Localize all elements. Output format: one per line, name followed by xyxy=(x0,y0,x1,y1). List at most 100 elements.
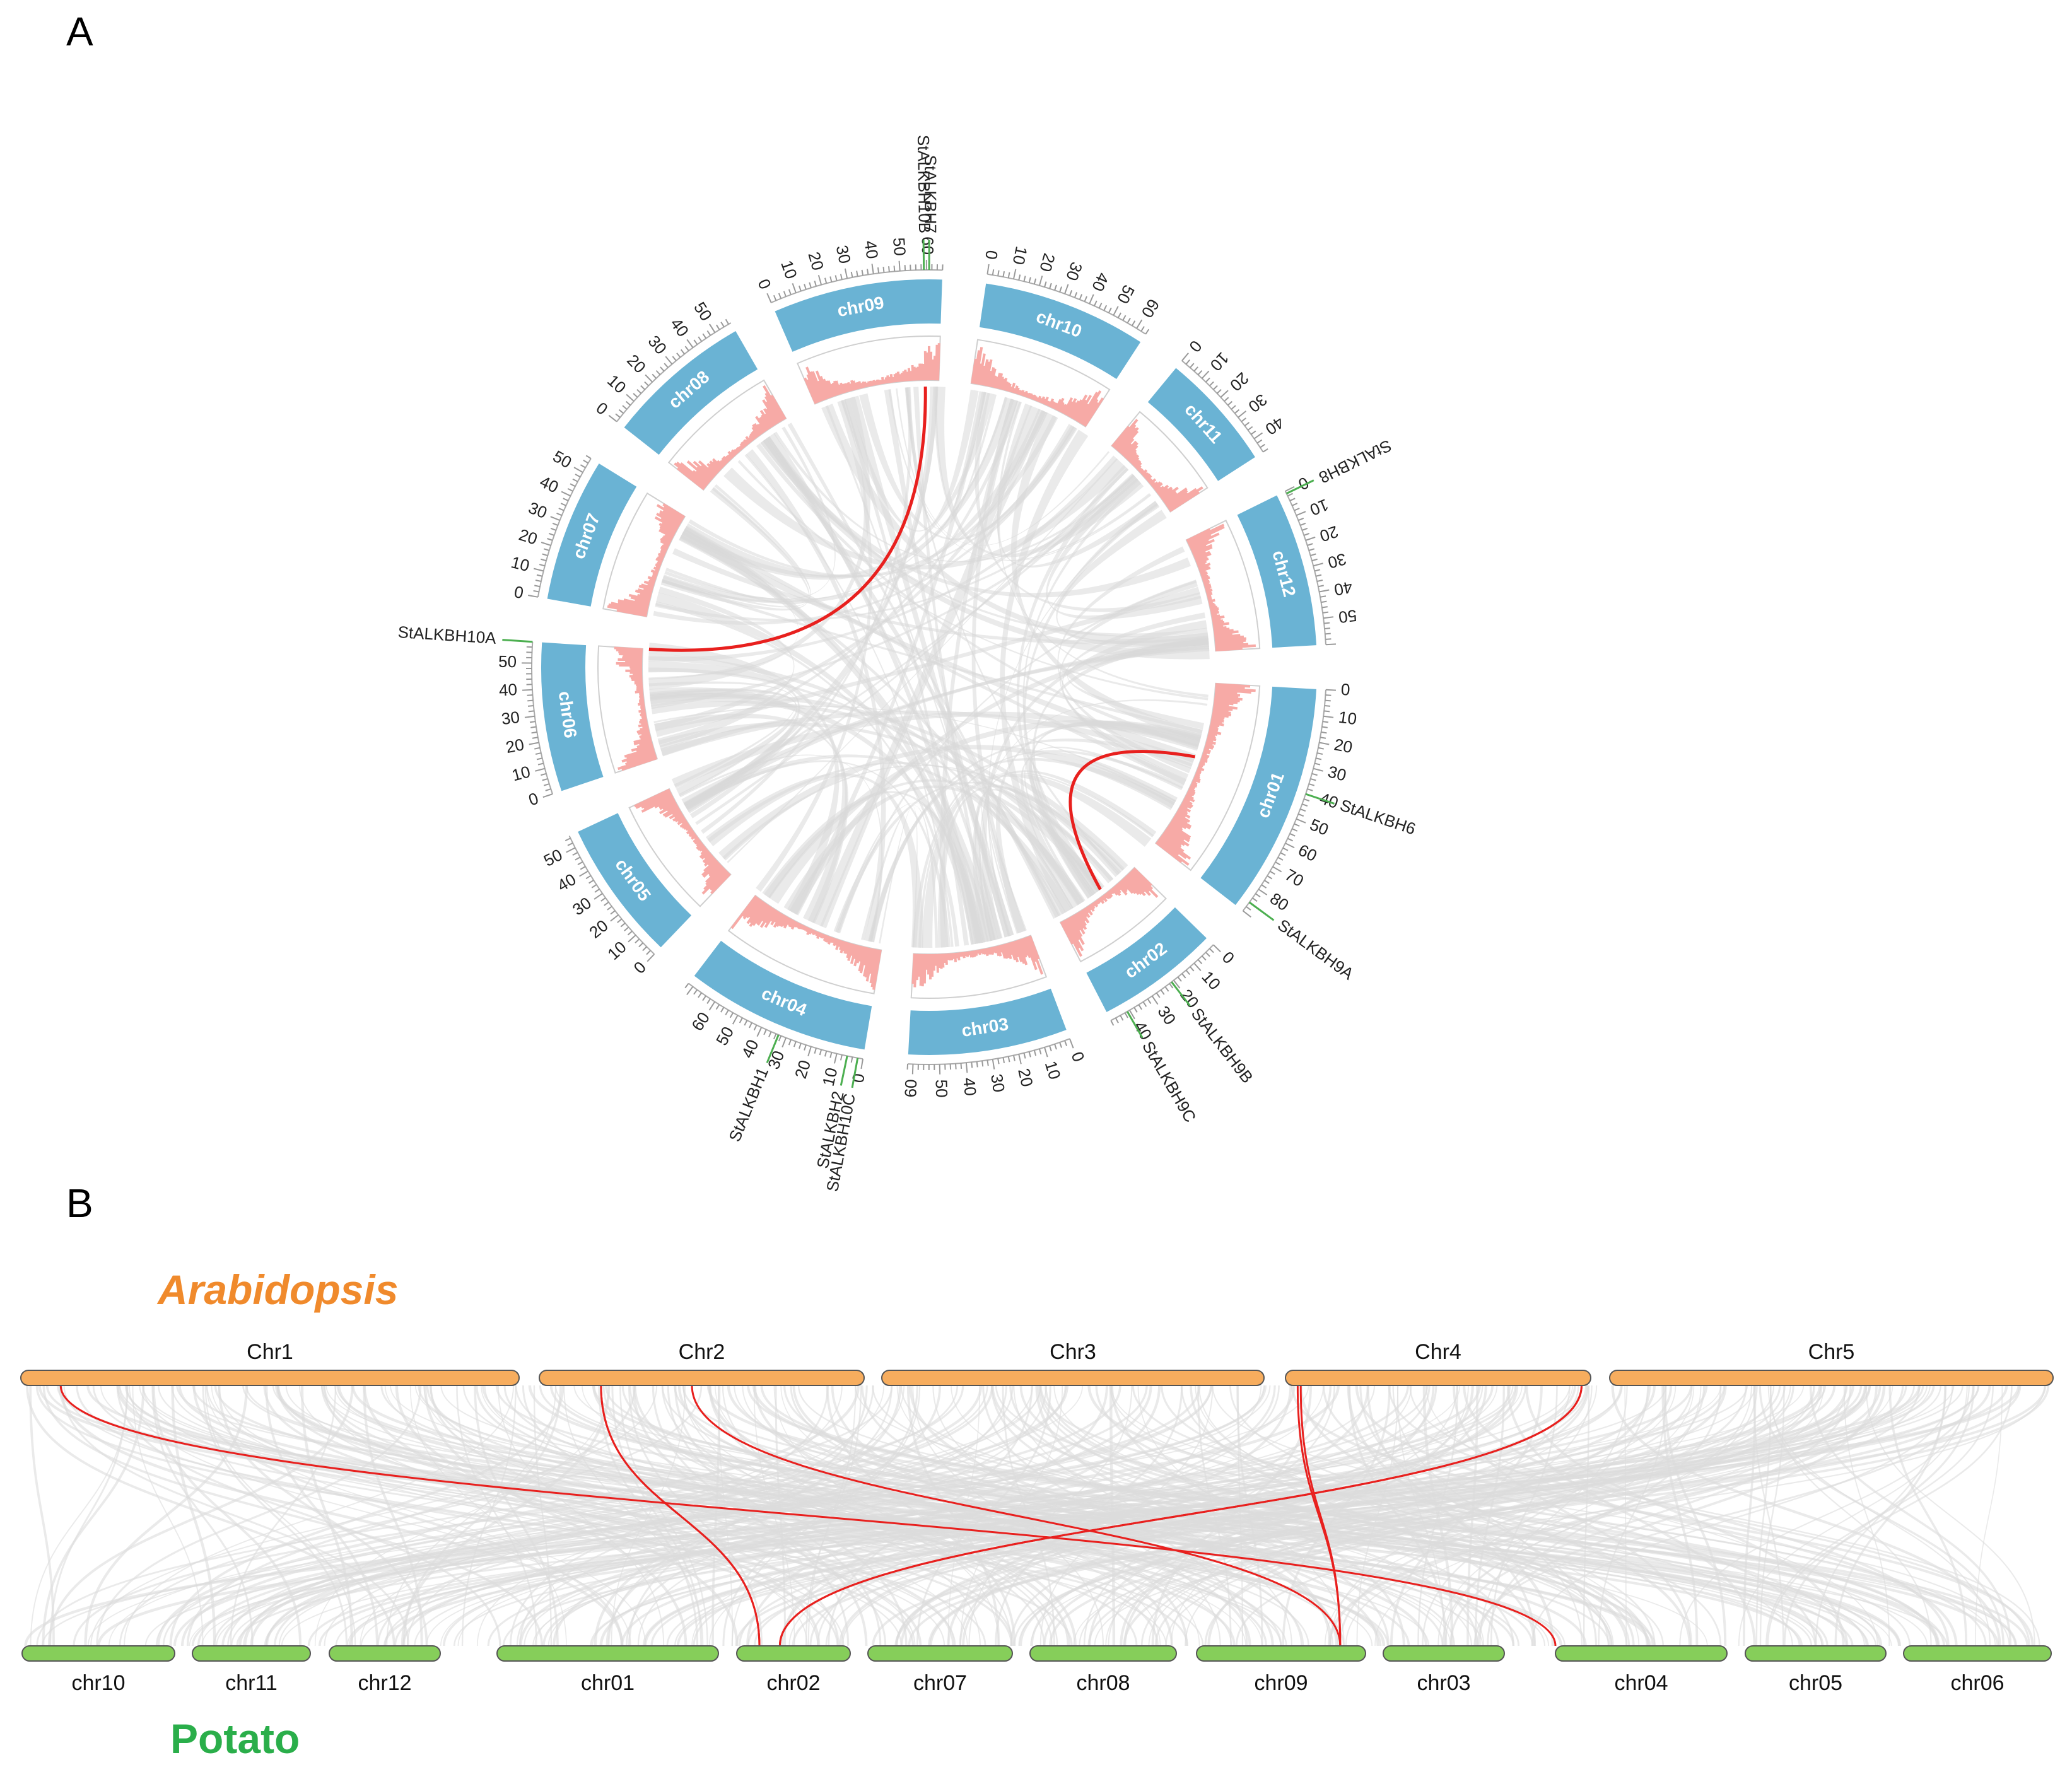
density-bars-chr08 xyxy=(674,385,787,491)
panel-b-label: B xyxy=(66,1180,93,1226)
potato-chromosome-label: chr07 xyxy=(913,1671,967,1695)
grey-synteny-link xyxy=(1396,1385,1445,1647)
grey-synteny-ribbon xyxy=(722,764,1125,871)
tick-label-chr09: 40 xyxy=(861,239,882,260)
tick-label-chr05: 50 xyxy=(541,845,565,870)
grey-synteny-link xyxy=(1207,1385,1651,1647)
potato-chromosome-label: chr01 xyxy=(581,1671,635,1695)
grey-synteny-link xyxy=(754,1385,1781,1647)
grey-synteny-link xyxy=(1759,1385,2005,1647)
tick-axis-chr05 xyxy=(568,835,655,955)
grey-synteny-link xyxy=(47,1385,354,1647)
grey-synteny-link xyxy=(995,1385,1911,1647)
ticks-chr06 xyxy=(522,641,553,798)
grey-synteny-link xyxy=(191,1385,1693,1647)
potato-chromosome-label: chr06 xyxy=(1950,1671,2004,1695)
grey-synteny-link xyxy=(197,1385,1212,1647)
grey-synteny-link xyxy=(1390,1385,1543,1647)
grey-synteny-link xyxy=(204,1385,356,1647)
potato-chromosome-chr10 xyxy=(21,1645,175,1662)
grey-synteny-link xyxy=(1132,1385,1987,1647)
potato-chromosome-label: chr02 xyxy=(766,1671,820,1695)
grey-synteny-link xyxy=(1392,1385,1583,1647)
tick-label-chr04: 50 xyxy=(712,1023,737,1049)
tick-label-chr05: 20 xyxy=(585,916,611,941)
ticks-chr12 xyxy=(1285,486,1337,646)
tick-axis-chr08 xyxy=(616,322,732,423)
arabidopsis-chromosome-label: Chr5 xyxy=(1808,1340,1855,1364)
tick-label-chr07: 20 xyxy=(517,525,540,548)
tick-label-chr11: 20 xyxy=(1226,369,1253,395)
density-bars-chr05 xyxy=(634,788,731,895)
grey-synteny-link xyxy=(346,1385,1827,1647)
grey-synteny-link xyxy=(1975,1385,2003,1647)
chromosome-band-chr06 xyxy=(541,642,604,791)
grey-synteny-link xyxy=(300,1385,354,1647)
tick-label-chr10: 0 xyxy=(981,249,1002,261)
tick-label-chr10: 40 xyxy=(1088,270,1113,294)
tick-label-chr12: 0 xyxy=(1296,473,1312,494)
grey-synteny-link xyxy=(26,1385,395,1647)
grey-synteny-link xyxy=(1442,1385,1758,1647)
tick-label-chr03: 60 xyxy=(901,1079,920,1098)
panel-a-label: A xyxy=(66,9,93,54)
grey-synteny-link xyxy=(92,1385,986,1647)
grey-synteny-ribbon xyxy=(762,791,985,944)
tick-label-chr01: 80 xyxy=(1267,889,1292,914)
grey-synteny-link xyxy=(599,1385,1623,1647)
grey-synteny-ribbon xyxy=(884,389,1011,938)
tick-label-chr05: 40 xyxy=(554,870,579,895)
grey-synteny-link xyxy=(73,1385,964,1647)
tick-axis-chr04 xyxy=(688,982,863,1060)
potato-chromosome-label: chr05 xyxy=(1789,1671,1842,1695)
potato-chromosome-chr12 xyxy=(329,1645,441,1662)
circos-duplication-links xyxy=(648,387,1196,890)
grey-synteny-link xyxy=(324,1385,808,1647)
grey-synteny-link xyxy=(708,1385,1251,1647)
chromosome-band-chr05 xyxy=(578,813,692,948)
tick-label-chr02: 30 xyxy=(1154,1003,1179,1029)
grey-synteny-ribbon xyxy=(896,388,1110,546)
tick-axis-chr11 xyxy=(1181,360,1264,453)
tick-label-chr12: 50 xyxy=(1337,606,1357,627)
grey-synteny-ribbon xyxy=(723,458,1127,570)
potato-chromosome-chr04 xyxy=(1555,1645,1728,1662)
grey-synteny-link xyxy=(181,1385,983,1647)
grey-synteny-ribbon xyxy=(939,399,1018,948)
density-bars-chr12 xyxy=(1186,523,1256,651)
gene-label: StALKBH8 xyxy=(1316,436,1395,487)
highlight-synteny-link xyxy=(59,1385,1557,1647)
density-bars-chr09 xyxy=(804,343,940,404)
potato-chromosome-label: chr12 xyxy=(358,1671,411,1695)
density-bars-chr01 xyxy=(1156,683,1256,866)
density-bars-chr07 xyxy=(607,503,686,617)
tick-label-chr01: 20 xyxy=(1333,735,1354,757)
density-bars-chr04 xyxy=(730,895,882,990)
tick-label-chr05: 30 xyxy=(569,893,595,919)
grey-synteny-link xyxy=(1473,1385,1974,1647)
potato-chromosome-label: chr08 xyxy=(1076,1671,1130,1695)
ticks-chr03 xyxy=(906,1038,1074,1075)
grey-synteny-link xyxy=(509,1385,829,1647)
grey-synteny-link xyxy=(29,1385,55,1647)
grey-synteny-link xyxy=(360,1385,1928,1647)
tick-label-chr01: 50 xyxy=(1307,815,1331,839)
grey-synteny-link xyxy=(206,1385,647,1647)
tick-label-chr09: 10 xyxy=(777,258,801,281)
potato-chromosome-chr02 xyxy=(736,1645,851,1662)
circos-background-links xyxy=(648,387,1210,948)
grey-synteny-link xyxy=(171,1385,1204,1647)
grey-synteny-link xyxy=(594,1385,902,1647)
grey-synteny-link xyxy=(1038,1385,1514,1647)
tick-label-chr08: 30 xyxy=(645,332,671,358)
tick-label-chr06: 40 xyxy=(498,680,518,700)
density-bars-chr11 xyxy=(1111,419,1203,513)
chromosome-band-chr04 xyxy=(694,940,872,1050)
tick-label-chr09: 0 xyxy=(754,276,775,292)
synteny-plot: Chr1 Chr2 Chr3 Chr4 Chr5 chr10 chr11 chr12 chr0… xyxy=(20,1266,2054,1762)
ticks-chr04 xyxy=(684,982,864,1070)
grey-synteny-link xyxy=(482,1385,1534,1647)
tick-label-chr01: 10 xyxy=(1337,708,1357,728)
grey-synteny-link xyxy=(42,1385,543,1647)
tick-label-chr04: 60 xyxy=(688,1008,713,1034)
